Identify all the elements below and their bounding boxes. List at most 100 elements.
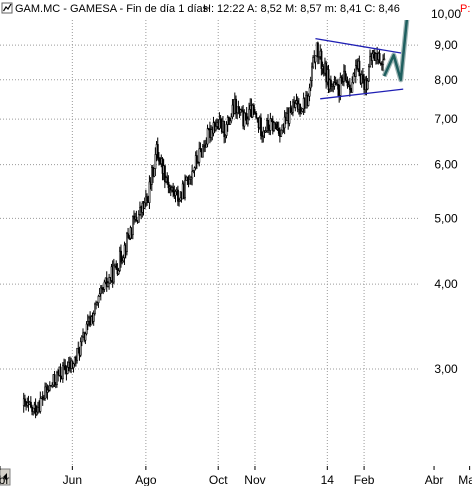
candle-body	[288, 107, 291, 124]
x-tick-label: Abr	[425, 473, 444, 486]
candle-body	[230, 116, 233, 122]
candle-body	[30, 401, 32, 408]
candle-body	[158, 157, 160, 162]
candle-body	[191, 171, 194, 179]
candle-body	[120, 250, 122, 263]
candle-body	[215, 126, 217, 131]
projection-line	[381, 7, 411, 83]
candle-body	[280, 129, 283, 137]
candle-body	[84, 333, 87, 341]
candle-body	[237, 106, 240, 110]
candle-body	[277, 128, 280, 134]
candle-body	[320, 50, 323, 69]
candle-body	[154, 154, 157, 169]
candle-body	[115, 263, 118, 270]
candle-body	[344, 70, 347, 81]
y-tick-label: 4,00	[434, 277, 458, 291]
header-stats: H: 12:22 A: 8,52 M: 8,57 m: 8,41 C: 8,46	[203, 3, 400, 15]
y-tick-label: 10,00	[431, 7, 461, 21]
candle-body	[66, 367, 69, 374]
candle-body	[177, 189, 179, 202]
candle-body	[148, 181, 151, 203]
candle-body	[362, 74, 364, 80]
candle-body	[339, 77, 342, 96]
header-title: GAM.MC - GAMESA - Fin de día 1 días	[15, 3, 209, 15]
candle-body	[223, 120, 226, 138]
candle-body	[383, 58, 386, 61]
candle-body	[229, 120, 232, 125]
candle-body	[205, 143, 208, 148]
candle-body	[352, 73, 355, 83]
x-tick-label: Feb	[354, 473, 375, 486]
candle-body	[358, 60, 361, 77]
candle-body	[269, 118, 272, 131]
candlestick-series	[22, 41, 386, 419]
candle-body	[382, 59, 385, 66]
candle-body	[270, 118, 273, 122]
candle-body	[94, 303, 96, 314]
candle-body	[371, 53, 374, 61]
candle-body	[117, 270, 120, 275]
candle-body	[317, 42, 319, 58]
candle-body	[366, 80, 369, 90]
candle-body	[39, 398, 42, 412]
candle-body	[314, 55, 317, 63]
grid-lines	[0, 13, 420, 466]
candle-body	[86, 320, 89, 325]
candle-body	[53, 374, 56, 384]
candle-body	[32, 407, 35, 412]
candle-body	[255, 112, 258, 119]
candle-body	[206, 128, 209, 145]
header-extra: P: 8	[460, 3, 472, 15]
candle-body	[166, 177, 169, 183]
candle-body	[235, 98, 238, 114]
candle-body	[247, 118, 249, 125]
y-tick-label: 8,00	[434, 73, 458, 87]
candle-body	[308, 87, 311, 97]
axis-bar	[0, 468, 472, 486]
y-tick-label: 9,00	[434, 38, 458, 52]
candle-body	[137, 214, 140, 223]
candle-body	[260, 117, 262, 136]
candle-body	[174, 191, 177, 196]
candle-body	[201, 146, 204, 158]
candle-body	[225, 124, 228, 136]
candle-body	[307, 95, 310, 106]
candle-body	[72, 363, 75, 369]
candle-body	[64, 364, 67, 371]
candle-body	[309, 80, 312, 89]
candle-body	[153, 168, 156, 177]
candle-body	[349, 84, 351, 90]
scroll-left-button[interactable]	[0, 468, 11, 486]
candle-body	[146, 196, 149, 201]
candle-body	[79, 341, 82, 356]
y-tick-label: 3,00	[434, 362, 458, 376]
x-tick-label: Nov	[244, 473, 265, 486]
candle-body	[311, 66, 313, 81]
candle-body	[186, 176, 189, 182]
x-tick-label: 14	[321, 473, 335, 486]
candle-body	[196, 155, 198, 163]
x-tick-label: Ago	[135, 473, 157, 486]
candle-body	[81, 336, 83, 343]
candle-body	[164, 165, 166, 182]
candle-body	[219, 119, 222, 124]
y-tick-label: 5,00	[434, 211, 458, 225]
candle-body	[135, 216, 138, 221]
candle-body	[24, 398, 26, 402]
candle-body	[294, 103, 297, 108]
candle-body	[127, 233, 130, 238]
x-tick-label: Jun	[63, 473, 82, 486]
candle-body	[85, 323, 88, 335]
candle-body	[188, 179, 191, 185]
candle-body	[289, 107, 292, 113]
x-tick-label: Oct	[209, 473, 228, 486]
projection-path	[383, 8, 410, 82]
candle-body	[248, 109, 251, 120]
candle-body	[330, 79, 332, 87]
candle-body	[97, 295, 100, 304]
candle-body	[198, 148, 201, 163]
y-axis-ticks: 3,00 4,00 5,00 6,00 7,00 8,00 9,00 10,00	[431, 7, 461, 376]
candle-body	[378, 53, 381, 64]
candle-body	[132, 215, 134, 236]
